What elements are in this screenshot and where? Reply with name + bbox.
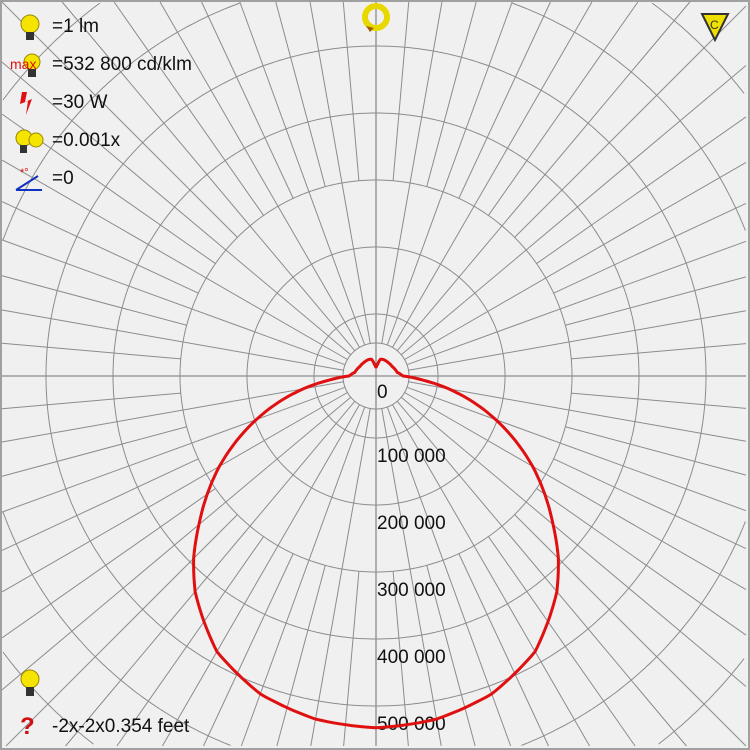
grid-radial-line bbox=[392, 571, 409, 747]
bulb-icon bbox=[10, 12, 52, 42]
grid-radial-line bbox=[1, 61, 352, 356]
grid-radial-line bbox=[514, 514, 747, 747]
svg-text:max: max bbox=[10, 56, 36, 72]
grid-radial-line bbox=[404, 161, 747, 360]
multiplier-value: =0.001x bbox=[52, 130, 121, 151]
legend-flux: =1 lm bbox=[10, 12, 99, 42]
grid-radial-line bbox=[1, 159, 348, 360]
grid-radial-line bbox=[1, 239, 346, 366]
legend-tilt: *° =0 bbox=[10, 164, 74, 194]
grid-radial-line bbox=[406, 386, 747, 512]
grid-radial-line bbox=[404, 392, 747, 591]
grid-radial-line bbox=[386, 1, 513, 346]
grid-radial-line bbox=[1, 426, 187, 477]
grid-radial-line bbox=[458, 553, 549, 747]
grid-radial-line bbox=[488, 536, 636, 747]
grid-radial-line bbox=[1, 1, 238, 238]
grid-radial-line bbox=[1, 392, 181, 410]
power-value: =30 W bbox=[52, 92, 108, 113]
grid-radial-line bbox=[1, 488, 216, 639]
legend-dimensions: ? -2x-2x0.354 feet bbox=[10, 712, 189, 742]
grid-radial-line bbox=[1, 275, 187, 326]
flux-value: =1 lm bbox=[52, 16, 99, 37]
grid-radial-line bbox=[536, 488, 747, 636]
bulb-icon bbox=[10, 668, 52, 698]
legend-bottom-bulb bbox=[10, 668, 52, 698]
grid-radial-line bbox=[1, 396, 352, 691]
grid-radial-line bbox=[1, 386, 346, 513]
grid-radial-line bbox=[1, 201, 199, 294]
grid-radial-line bbox=[571, 392, 747, 409]
grid-radial-line bbox=[488, 1, 639, 216]
grid-radial-line bbox=[400, 65, 747, 356]
tilt-value: =0 bbox=[52, 168, 74, 189]
grid-radial-line bbox=[392, 404, 591, 747]
max-intensity-value: =532 800 cd/klm bbox=[52, 54, 192, 75]
radial-tick-label: 200 000 bbox=[377, 513, 446, 534]
question-mark-icon: ? bbox=[20, 713, 35, 740]
grid-radial-line bbox=[458, 1, 551, 199]
grid-radial-line bbox=[396, 400, 687, 747]
grid-radial-line bbox=[275, 1, 326, 187]
svg-text:*°: *° bbox=[20, 167, 29, 179]
grid-radial-line bbox=[381, 1, 443, 344]
grid-radial-line bbox=[113, 1, 264, 216]
grid-radial-line bbox=[161, 404, 360, 747]
legend-multiplier: =0.001x bbox=[10, 126, 120, 156]
grid-radial-line bbox=[381, 408, 442, 747]
intensity-curve bbox=[192, 357, 560, 730]
grid-radial-line bbox=[536, 116, 747, 264]
grid-radial-line bbox=[571, 343, 747, 360]
grid-radial-line bbox=[408, 381, 747, 442]
power-lightning-icon bbox=[10, 88, 52, 118]
grid-radial-line bbox=[400, 396, 747, 687]
grid-radial-line bbox=[201, 1, 294, 199]
grid-radial-line bbox=[553, 458, 747, 549]
grid-radial-line bbox=[310, 408, 371, 747]
grid-radial-line bbox=[1, 381, 344, 443]
legend-max: max =532 800 cd/klm bbox=[10, 50, 192, 80]
grid-radial-line bbox=[239, 1, 366, 346]
grid-radial-line bbox=[565, 426, 747, 476]
rotate-icon[interactable] bbox=[360, 2, 392, 36]
radial-tick-label: 100 000 bbox=[377, 446, 446, 467]
tilt-angle-icon: *° bbox=[10, 164, 52, 194]
radial-tick-label: 300 000 bbox=[377, 580, 446, 601]
grid-radial-line bbox=[553, 203, 747, 294]
grid-radial-line bbox=[116, 536, 264, 747]
grid-radial-line bbox=[565, 276, 747, 326]
grid-radial-line bbox=[1, 392, 348, 593]
grid-radial-line bbox=[1, 309, 344, 371]
grid-radial-line bbox=[240, 406, 366, 747]
grid-radial-line bbox=[396, 1, 691, 352]
grid-radial-line bbox=[159, 1, 360, 348]
radial-tick-label: 400 000 bbox=[377, 647, 446, 668]
grid-radial-line bbox=[65, 400, 356, 747]
grid-radial-line bbox=[343, 571, 360, 747]
multi-bulb-icon bbox=[10, 126, 52, 156]
grid-radial-line bbox=[406, 240, 747, 366]
grid-radial-line bbox=[276, 565, 326, 747]
c-plane-button[interactable]: C bbox=[700, 10, 730, 44]
grid-radial-line bbox=[309, 1, 371, 344]
grid-radial-line bbox=[1, 342, 181, 360]
grid-radial-line bbox=[514, 5, 747, 238]
grid-radial-line bbox=[203, 553, 294, 747]
grid-radial-line bbox=[426, 565, 476, 747]
grid-radial-line bbox=[5, 514, 238, 747]
radial-tick-label: 0 bbox=[377, 382, 388, 403]
grid-radial-line bbox=[386, 406, 512, 747]
max-bulb-icon: max bbox=[10, 50, 52, 80]
legend-power: =30 W bbox=[10, 88, 107, 118]
grid-radial-line bbox=[1, 458, 199, 551]
svg-text:C: C bbox=[710, 18, 719, 32]
dimensions-value: -2x-2x0.354 feet bbox=[52, 716, 190, 737]
grid-radial-line bbox=[61, 1, 356, 352]
grid-radial-line bbox=[342, 1, 360, 181]
grid-radial-line bbox=[426, 1, 477, 187]
grid-radial-line bbox=[392, 1, 410, 181]
grid-radial-line bbox=[408, 310, 747, 371]
grid-radial-line bbox=[392, 1, 593, 348]
